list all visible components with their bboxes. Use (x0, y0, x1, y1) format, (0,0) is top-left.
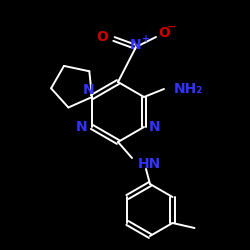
Text: HN: HN (138, 157, 161, 171)
Text: N: N (83, 83, 95, 97)
Text: −: − (167, 22, 176, 32)
Text: N: N (76, 120, 87, 134)
Text: +: + (142, 34, 150, 44)
Text: N: N (149, 120, 160, 134)
Text: O: O (158, 26, 170, 40)
Text: N: N (130, 38, 142, 52)
Text: O: O (96, 30, 108, 44)
Text: NH₂: NH₂ (174, 82, 203, 96)
